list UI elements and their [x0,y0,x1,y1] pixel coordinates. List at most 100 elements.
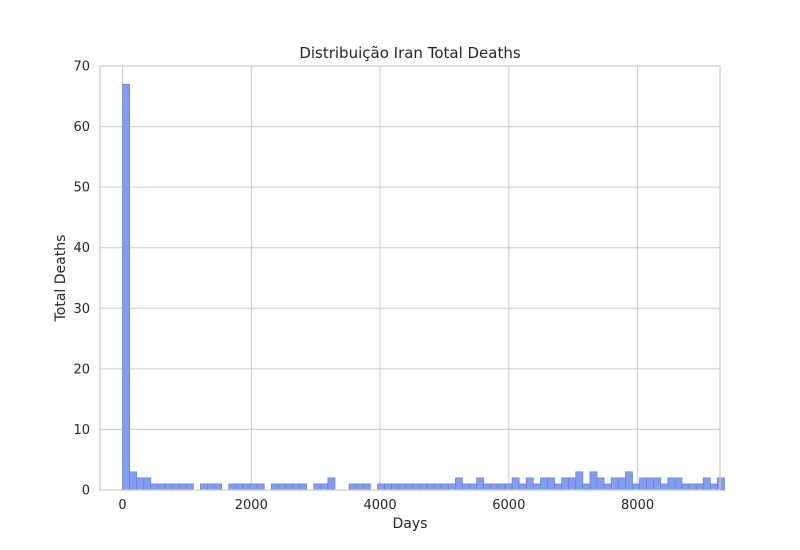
histogram-bar [398,483,407,491]
y-tick-label: 70 [73,60,90,75]
histogram-bar [688,483,697,491]
histogram-bar [185,483,194,491]
y-tick-label: 20 [73,362,90,377]
histogram-bar [702,477,711,491]
histogram-bar [469,483,477,491]
histogram-bar [518,483,527,491]
histogram-bar [249,483,258,491]
histogram-bar [178,483,187,491]
x-tick-label: 8000 [621,498,654,513]
histogram-bar [299,483,308,491]
y-tick-label: 30 [73,302,90,317]
histogram-bar [589,471,598,491]
histogram-bar [129,471,138,491]
y-axis-label: Total Deaths [53,235,69,323]
histogram-bar [412,483,421,491]
histogram-bar [476,477,485,491]
histogram-bar [490,483,499,491]
histogram-bar [235,483,244,491]
histogram-bar [214,483,223,491]
histogram-bar [447,483,456,491]
histogram-bar [632,483,640,491]
histogram-bar [596,477,605,491]
histogram-bar [143,477,152,491]
histogram-bar [348,483,357,491]
histogram-bar [440,483,449,491]
histogram-bar [384,483,393,491]
histogram-bar [525,477,534,491]
chart-title: Distribuição Iran Total Deaths [299,44,521,62]
histogram-bar [285,483,293,491]
histogram-bar [504,483,513,491]
x-axis-label: Days [393,516,428,532]
histogram-bar [455,477,463,491]
histogram-bar [207,483,215,491]
histogram-bar [681,483,690,491]
histogram-bar [362,483,371,491]
histogram-bar [695,483,704,491]
histogram-bar [582,483,591,491]
y-tick-label: 40 [73,241,90,256]
x-tick-label: 2000 [235,498,268,513]
y-tick-label: 50 [73,181,90,196]
histogram-bar [426,483,435,491]
x-tick-labels: 0 2000 4000 6000 8000 [118,498,654,513]
plot-frame [99,65,721,491]
histogram-bar [625,471,633,491]
histogram-bar [511,477,520,491]
histogram-bar [617,477,626,491]
histogram-bar [653,477,662,491]
histogram-bar [532,483,541,491]
histogram-bar [150,483,159,491]
histogram-bar [717,477,725,491]
histogram-bar [391,483,400,491]
histogram-bar [646,477,655,491]
histogram-bar [157,483,166,491]
y-tick-label: 60 [73,120,90,135]
histogram-bar [462,483,470,491]
x-tick-label: 4000 [364,498,397,513]
histogram-bar [313,483,322,491]
histogram-bar [327,477,336,491]
y-tick-labels: 0 10 20 30 40 50 60 70 [73,60,90,499]
y-tick-label: 10 [73,423,90,438]
histogram-bar [171,483,180,491]
histogram-bar [554,483,562,491]
histogram-bar [377,483,385,491]
histogram-bar [540,477,548,491]
x-tick-label: 0 [118,498,126,513]
histogram-bar [667,477,676,491]
histogram-bar [497,483,506,491]
histogram-bar [200,483,208,491]
histogram-bar [568,477,577,491]
histogram-bar [355,483,364,491]
histogram-bar [561,477,570,491]
histogram-bar [292,483,300,491]
x-tick-label: 6000 [492,498,525,513]
histogram-bar [164,483,173,491]
histogram-bar [136,477,145,491]
y-tick-label: 0 [82,484,90,499]
histogram-bar [228,483,237,491]
histogram-bar [639,477,647,491]
histogram-bar [277,483,286,491]
histogram-bar [547,477,555,491]
histogram-bar [256,483,265,491]
histogram-bar [674,477,683,491]
histogram-bar [419,483,428,491]
histogram-bar [433,483,442,491]
histogram-bar [709,483,718,491]
histogram-bar [242,483,251,491]
histogram-bar [122,83,130,491]
histogram-bar [610,477,619,491]
histogram-bar [405,483,414,491]
histogram-bar [660,483,669,491]
histogram-bar [320,483,329,491]
histogram-bar [270,483,279,491]
histogram-bar [575,471,584,491]
histogram-bar [603,483,612,491]
histogram-bar [483,483,492,491]
